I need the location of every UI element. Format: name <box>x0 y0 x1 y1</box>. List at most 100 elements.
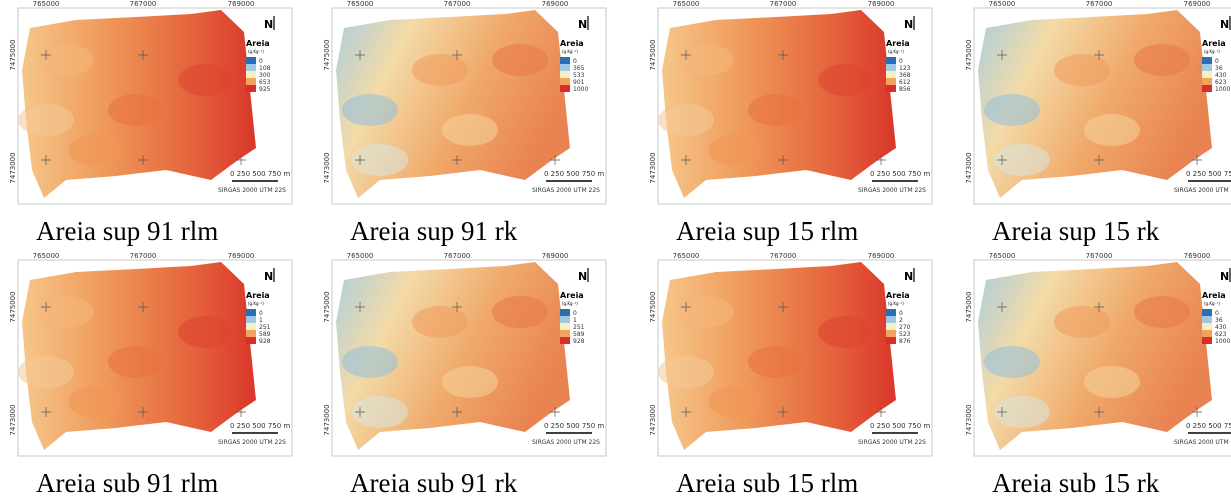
texture <box>984 346 1040 378</box>
texture <box>412 54 468 86</box>
texture <box>748 94 804 126</box>
legend-swatch <box>1202 337 1212 344</box>
legend-value: 1 <box>573 317 577 324</box>
texture <box>1054 54 1110 86</box>
legend-swatch <box>560 57 570 64</box>
caption: Areia sup 15 rlm <box>676 216 858 246</box>
legend-value: 300 <box>259 72 271 79</box>
legend-value: 653 <box>259 79 271 86</box>
legend-unit: (g.Kg⁻¹) <box>888 49 904 54</box>
legend-unit: (g.Kg⁻¹) <box>562 49 578 54</box>
x-coordinate: 765000 <box>347 252 374 260</box>
figure: 76500076700076900074750007473000NAreia(g… <box>0 0 1231 496</box>
caption: Areia sup 91 rlm <box>36 216 218 246</box>
crs-label: SIRGAS 2000 UTM 22S <box>858 187 926 194</box>
scale-bar-label: 0 250 500 750 m <box>1186 422 1231 430</box>
legend-value: 251 <box>573 324 585 331</box>
legend-title: Areia <box>1202 291 1226 300</box>
legend-value: 123 <box>899 65 911 72</box>
legend-swatch <box>886 323 896 330</box>
x-coordinate: 767000 <box>444 0 471 8</box>
legend-swatch <box>886 78 896 85</box>
legend-value: 623 <box>1215 79 1227 86</box>
texture <box>818 316 874 348</box>
crs-label: SIRGAS 2000 UTM 22S <box>532 439 600 446</box>
legend-swatch <box>246 330 256 337</box>
legend-swatch <box>1202 78 1212 85</box>
legend-swatch <box>560 330 570 337</box>
map-panel: 76500076700076900074750007473000NAreia(g… <box>649 252 932 496</box>
legend-value: 251 <box>259 324 271 331</box>
north-arrow: N <box>578 18 587 31</box>
legend-value: 368 <box>899 72 911 79</box>
x-coordinate: 769000 <box>1184 252 1211 260</box>
legend-value: 928 <box>573 338 585 345</box>
legend-swatch <box>1202 64 1212 71</box>
texture <box>38 296 94 328</box>
legend-value: 928 <box>259 338 271 345</box>
y-coordinate: 7473000 <box>649 404 657 435</box>
legend-value: 0 <box>573 310 577 317</box>
scale-bar-label: 0 250 500 750 m <box>1186 170 1231 178</box>
y-coordinate: 7473000 <box>649 152 657 183</box>
map-panel: 76500076700076900074750007473000NAreia(g… <box>965 252 1231 496</box>
legend-swatch <box>246 323 256 330</box>
x-coordinate: 765000 <box>33 0 60 8</box>
y-coordinate: 7473000 <box>9 152 17 183</box>
x-coordinate: 769000 <box>542 252 569 260</box>
legend-unit: (g.Kg⁻¹) <box>248 301 264 306</box>
legend-value: 0 <box>1215 58 1219 65</box>
north-arrow: N <box>1220 270 1229 283</box>
north-arrow: N <box>1220 18 1229 31</box>
texture <box>1054 306 1110 338</box>
legend-unit: (g.Kg⁻¹) <box>1204 49 1220 54</box>
scale-bar-label: 0 250 500 750 m <box>230 170 290 178</box>
legend-unit: (g.Kg⁻¹) <box>562 301 578 306</box>
texture <box>178 64 234 96</box>
north-arrow: N <box>578 270 587 283</box>
x-coordinate: 767000 <box>1086 252 1113 260</box>
crs-label: SIRGAS 2000 UTM 22S <box>1174 187 1231 194</box>
x-coordinate: 769000 <box>228 0 255 8</box>
x-coordinate: 767000 <box>770 252 797 260</box>
x-coordinate: 765000 <box>989 0 1016 8</box>
caption: Areia sub 91 rk <box>350 468 518 496</box>
legend-value: 0 <box>259 310 263 317</box>
legend-title: Areia <box>886 39 910 48</box>
y-coordinate: 7475000 <box>323 291 331 322</box>
legend-swatch <box>246 64 256 71</box>
legend-swatch <box>886 71 896 78</box>
texture <box>342 94 398 126</box>
legend-swatch <box>1202 71 1212 78</box>
legend-title: Areia <box>560 39 584 48</box>
legend-value: 1 <box>259 317 263 324</box>
x-coordinate: 769000 <box>542 0 569 8</box>
legend-swatch <box>246 78 256 85</box>
texture <box>38 44 94 76</box>
x-coordinate: 765000 <box>673 0 700 8</box>
texture <box>708 386 764 418</box>
legend-value: 0 <box>899 310 903 317</box>
caption: Areia sup 91 rk <box>350 216 518 246</box>
caption: Areia sub 15 rlm <box>676 468 858 496</box>
texture <box>1084 114 1140 146</box>
legend-value: 1000 <box>1215 338 1230 345</box>
legend-swatch <box>886 85 896 92</box>
legend-swatch <box>560 316 570 323</box>
x-coordinate: 765000 <box>673 252 700 260</box>
texture <box>68 386 124 418</box>
texture <box>18 104 74 136</box>
y-coordinate: 7475000 <box>965 39 973 70</box>
legend-swatch <box>560 85 570 92</box>
caption: Areia sup 15 rk <box>992 216 1160 246</box>
crs-label: SIRGAS 2000 UTM 22S <box>532 187 600 194</box>
legend-title: Areia <box>886 291 910 300</box>
y-coordinate: 7473000 <box>965 404 973 435</box>
x-coordinate: 767000 <box>770 0 797 8</box>
legend-value: 430 <box>1215 324 1227 331</box>
legend-swatch <box>560 71 570 78</box>
legend-title: Areia <box>246 39 270 48</box>
texture <box>658 104 714 136</box>
legend-swatch <box>1202 330 1212 337</box>
